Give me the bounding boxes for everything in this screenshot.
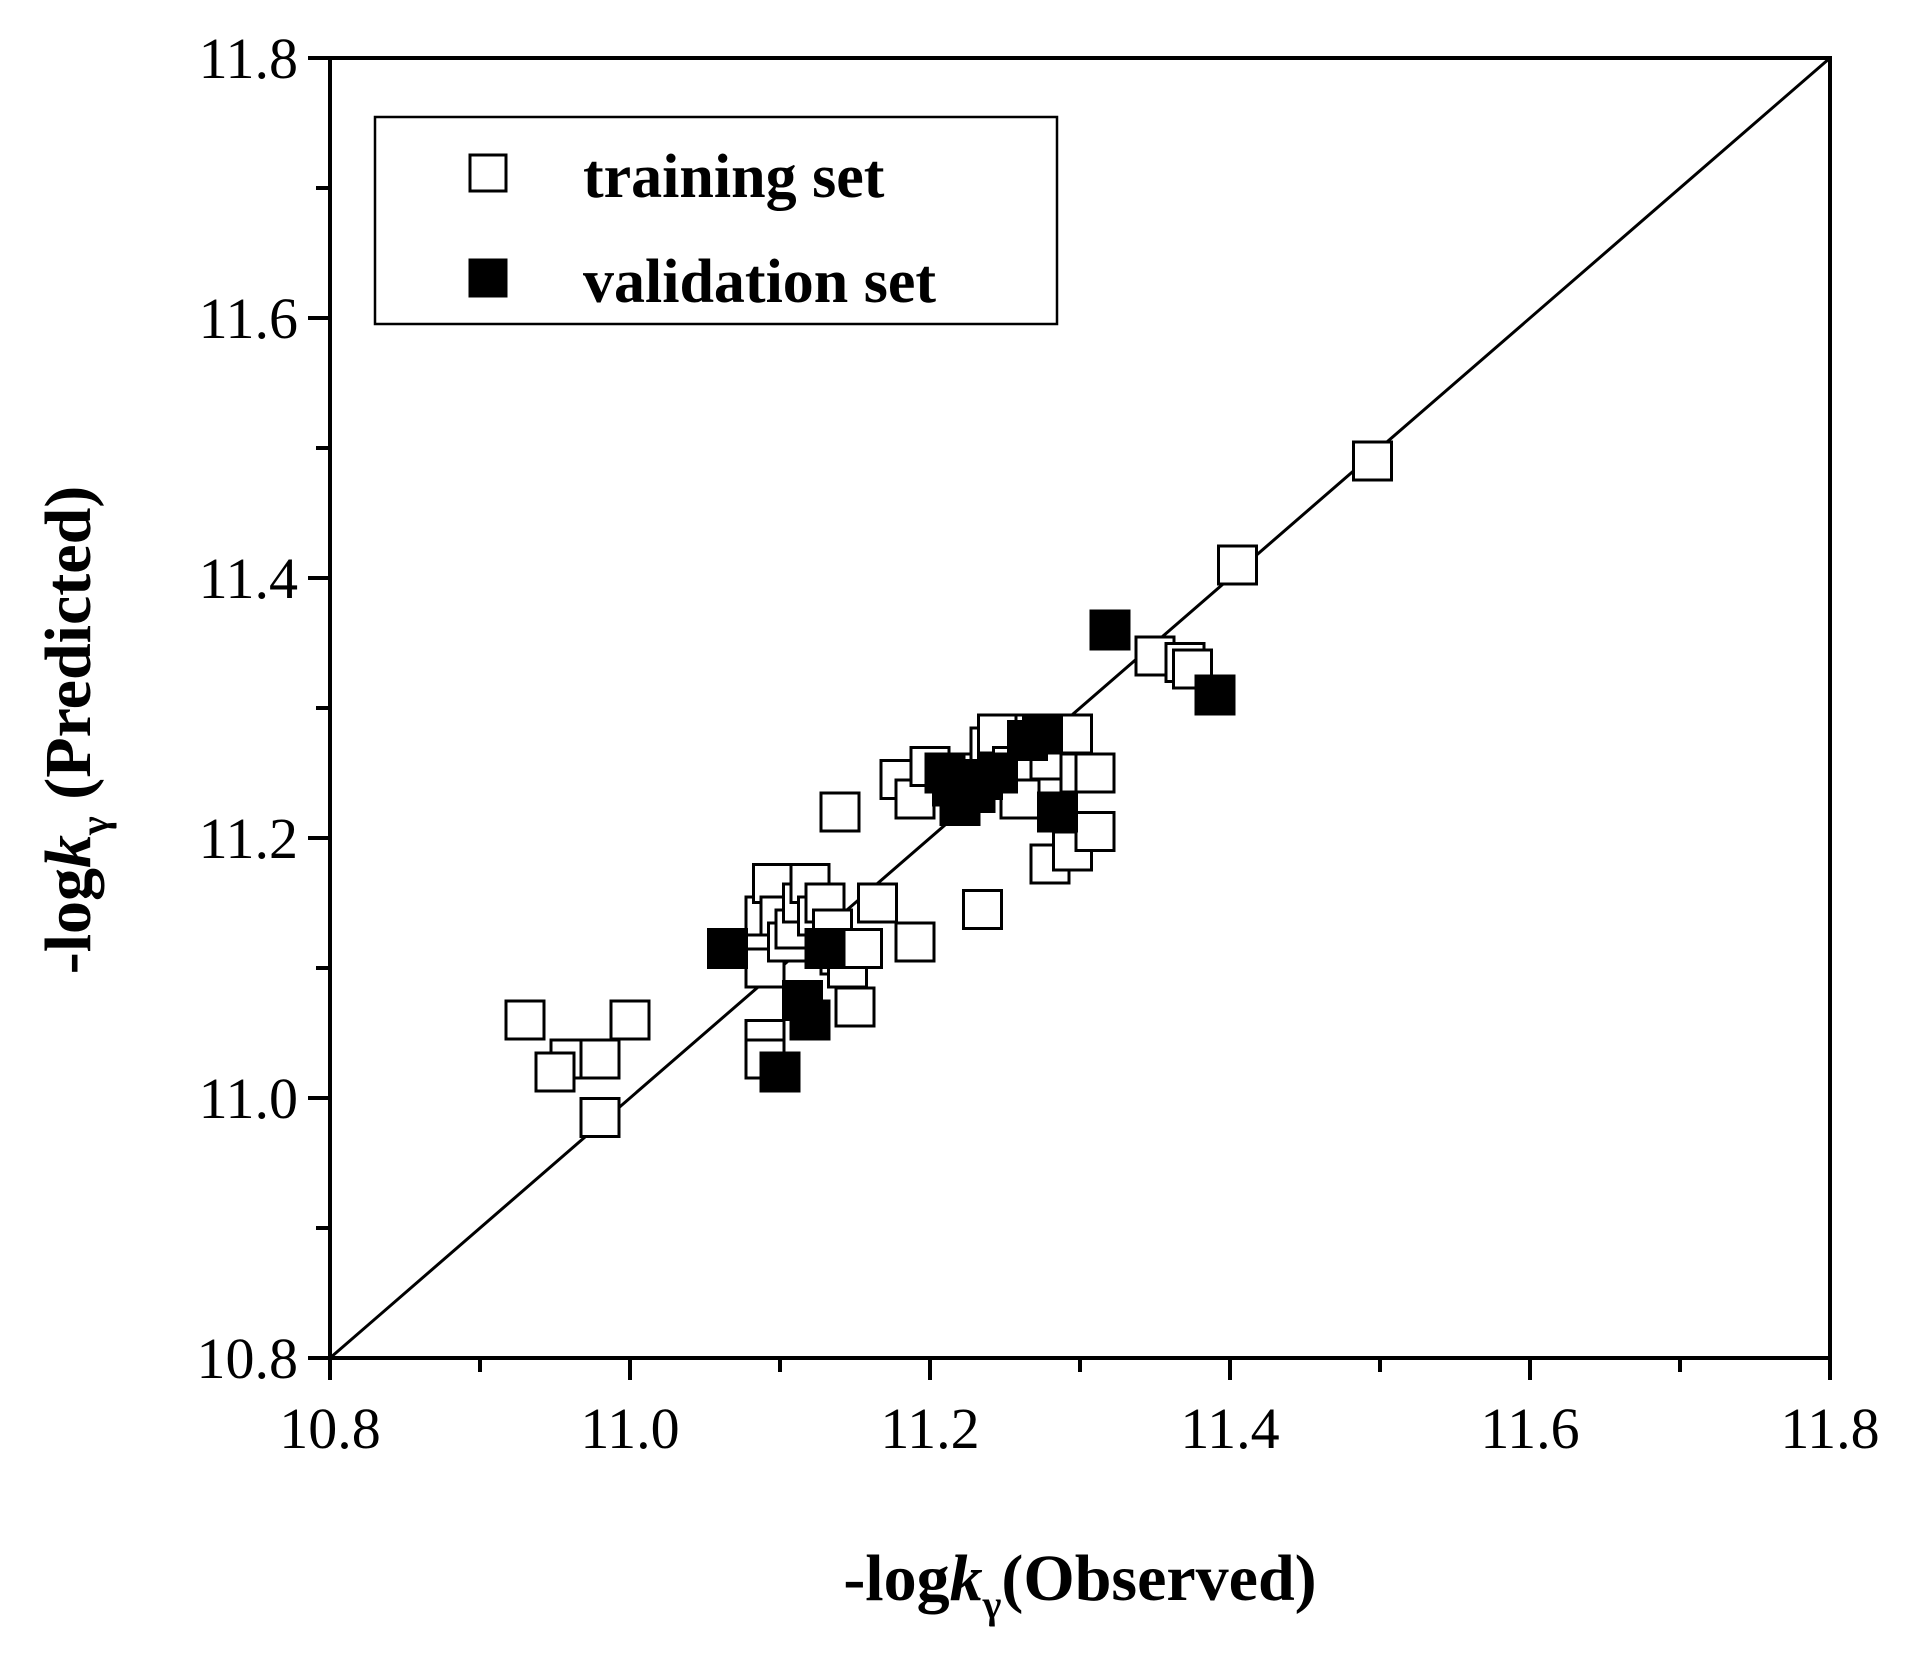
x-tick-label: 10.8 (279, 1396, 381, 1461)
legend-validation-label: validation set (583, 248, 936, 316)
x-tick-label: 11.2 (880, 1396, 979, 1461)
training-point (1074, 752, 1116, 794)
training-point (504, 999, 546, 1041)
axis-ticks (308, 56, 1832, 1380)
y-axis-title-prefix: -log (32, 868, 105, 974)
validation-point (1037, 791, 1078, 833)
y-axis-title: -logkγ (Predicted) (32, 486, 117, 975)
y-tick-label: 11.8 (199, 26, 298, 91)
x-tick-label: 11.8 (1780, 1396, 1879, 1461)
x-axis-title-k: k (950, 1542, 983, 1615)
validation-point (789, 999, 831, 1041)
y-tick-label: 11.6 (199, 286, 298, 351)
x-axis-title: -logkγ(Observed) (843, 1542, 1316, 1627)
training-point (579, 1097, 621, 1138)
axis-tick-labels: 10.8 11.0 11.2 11.4 11.6 11.8 10.8 11.0 11.2 11.4… (197, 26, 1880, 1461)
training-point (609, 999, 651, 1041)
x-tick-label: 11.4 (1180, 1396, 1279, 1461)
legend-training-marker (468, 153, 508, 193)
training-point (819, 791, 861, 833)
x-axis-title-subscript: γ (982, 1582, 1002, 1627)
training-point (857, 882, 898, 924)
training-point (1217, 544, 1258, 586)
validation-point (759, 1051, 801, 1093)
y-axis-title-subscript: γ (72, 816, 117, 836)
training-point (894, 921, 936, 963)
validation-point (707, 928, 748, 969)
x-axis-title-prefix: -log (843, 1542, 949, 1615)
legend-training-label: training set (583, 143, 885, 211)
validation-point (1194, 674, 1236, 716)
y-axis-title-suffix: (Predicted) (32, 486, 105, 816)
validation-point (804, 928, 846, 969)
training-point (842, 928, 883, 969)
y-tick-label: 11.2 (199, 806, 298, 871)
x-axis-title-suffix: (Observed) (1001, 1542, 1316, 1615)
validation-set-points (707, 609, 1236, 1093)
validation-point (1089, 609, 1131, 651)
y-tick-label: 11.4 (199, 546, 298, 611)
validation-point (977, 752, 1018, 794)
x-tick-label: 11.6 (1480, 1396, 1579, 1461)
y-tick-label: 11.0 (199, 1066, 298, 1131)
x-tick-label: 11.0 (580, 1396, 679, 1461)
identity-reference-line (329, 56, 1831, 1360)
training-point (834, 986, 876, 1028)
training-point (1074, 811, 1116, 852)
training-point (962, 889, 1003, 930)
validation-point (1022, 713, 1063, 755)
training-point (579, 1038, 621, 1080)
y-tick-label: 10.8 (197, 1326, 299, 1391)
training-point (534, 1051, 576, 1093)
legend: training set validation set (373, 115, 1059, 326)
training-point (1352, 440, 1393, 482)
legend-validation-marker (468, 258, 508, 298)
y-axis-title-k: k (32, 835, 105, 868)
